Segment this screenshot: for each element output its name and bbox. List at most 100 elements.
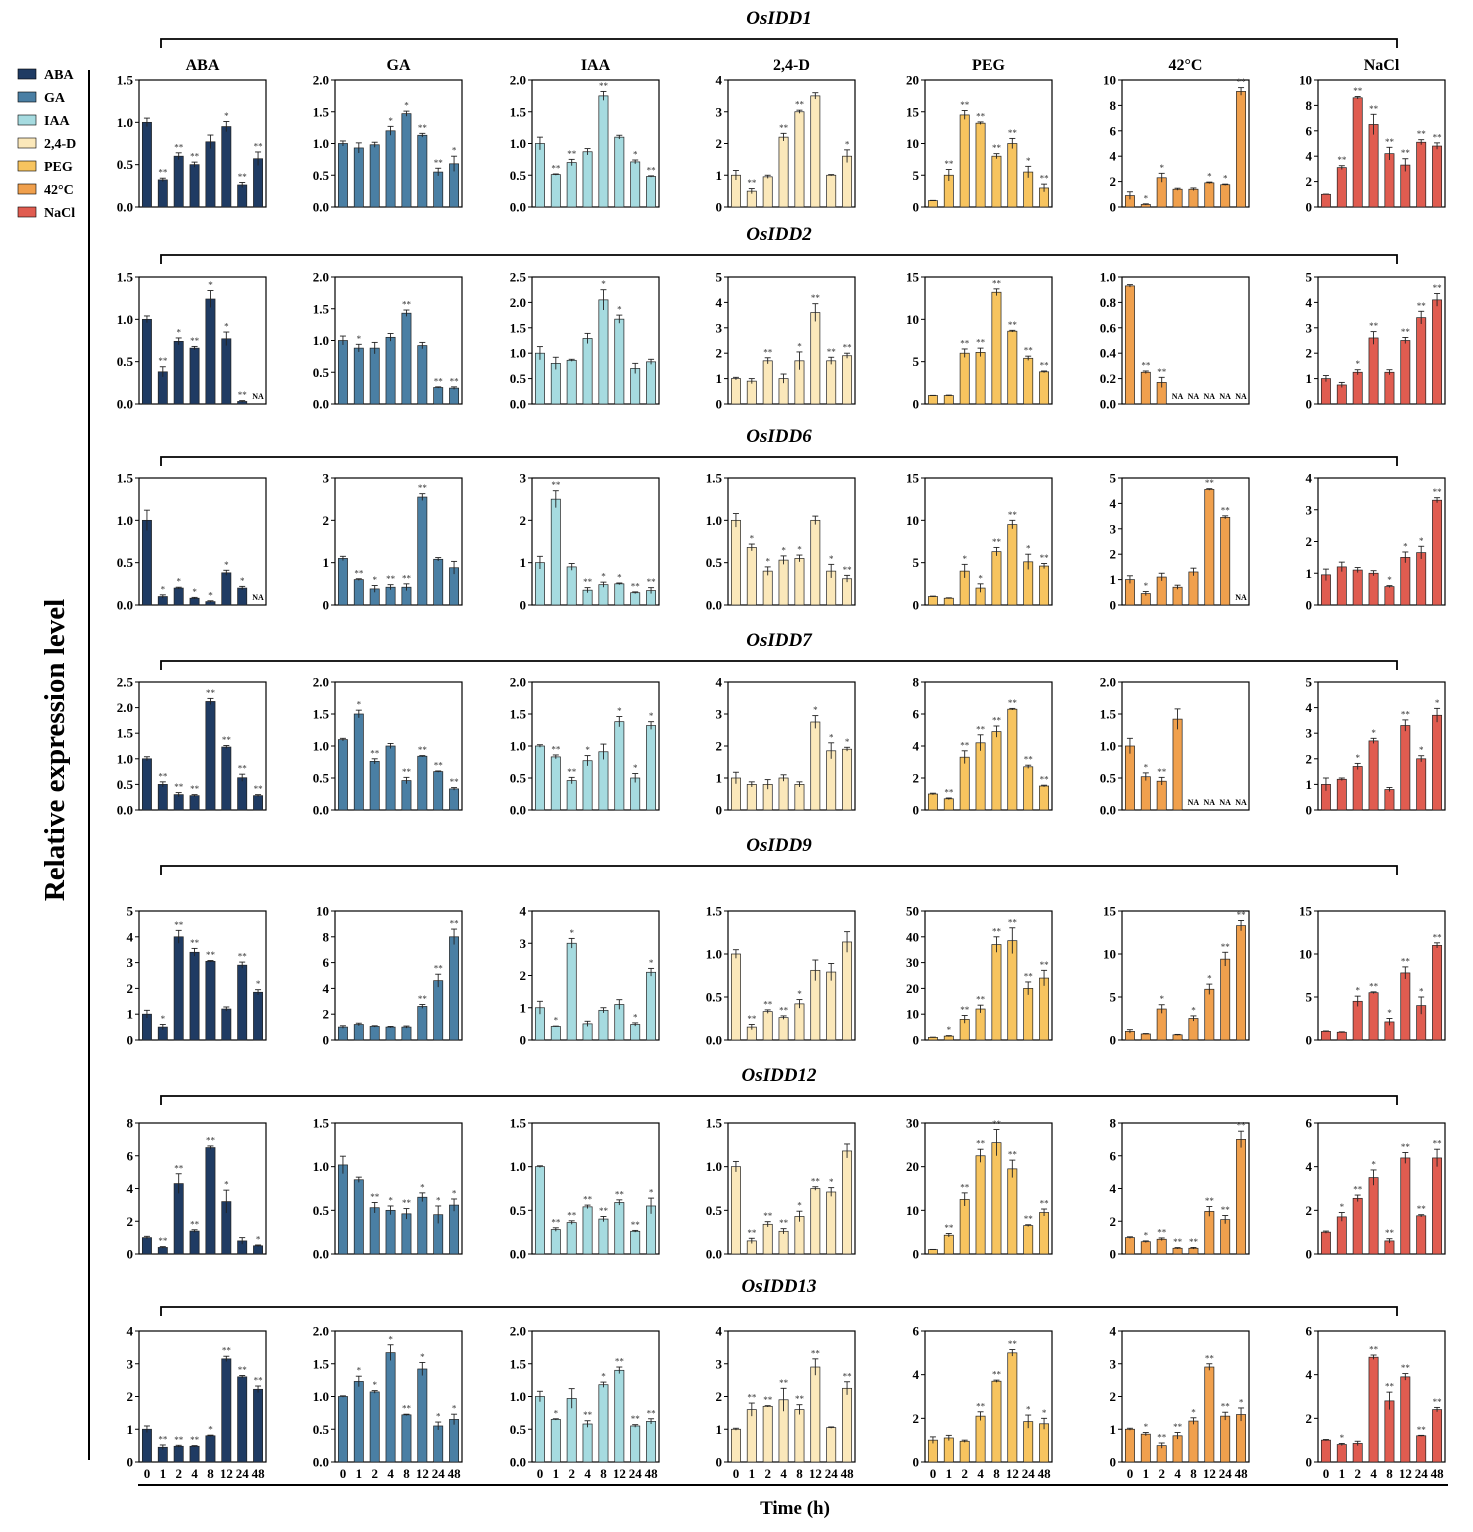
y-tick-label: 1.5	[510, 707, 527, 722]
x-tick-label: 0	[144, 1466, 151, 1481]
plot-frame	[1317, 910, 1446, 1041]
bar	[1368, 1177, 1379, 1255]
significance-mark: **	[976, 724, 986, 734]
significance-mark: **	[238, 390, 248, 400]
significance-mark: *	[420, 1182, 425, 1192]
bar	[762, 1405, 773, 1463]
bar	[433, 980, 444, 1041]
bar	[385, 586, 396, 606]
y-tick-label: 3	[1110, 1356, 1117, 1371]
bar	[1172, 1435, 1183, 1463]
bar	[959, 756, 970, 811]
bar	[842, 1150, 853, 1255]
bar	[141, 519, 152, 606]
y-tick-label: 1.5	[117, 471, 134, 486]
panel-osidd9-ga: 0 2 4 6 8 10 ** ** **	[316, 904, 463, 1048]
y-tick-label: 0.5	[706, 1203, 723, 1218]
bar	[1352, 97, 1363, 208]
significance-mark: **	[238, 172, 248, 182]
y-tick-label: 0.5	[117, 777, 134, 792]
y-tick-label: 4	[127, 1324, 134, 1339]
bar	[337, 558, 348, 606]
significance-mark: *	[649, 958, 654, 968]
bar	[1023, 1225, 1034, 1255]
bar	[1432, 714, 1443, 811]
bar	[991, 551, 1002, 606]
bar	[730, 1166, 741, 1255]
bar	[1124, 1237, 1135, 1255]
plot-frame	[334, 1122, 463, 1255]
y-tick-label: 0.5	[706, 555, 723, 570]
significance-mark: **	[1385, 137, 1395, 147]
bar	[534, 1166, 545, 1255]
bar	[991, 155, 1002, 208]
bar	[943, 597, 954, 606]
significance-mark: **	[647, 165, 657, 175]
bar	[598, 584, 609, 606]
significance-mark: *	[1144, 1230, 1149, 1240]
significance-mark: **	[238, 1365, 248, 1375]
significance-mark: **	[434, 158, 444, 168]
panel-osidd2-ga: 0.00.51.01.52.0***** **	[313, 270, 463, 412]
significance-mark: **	[1417, 129, 1427, 139]
y-tick-label: 2.5	[117, 675, 134, 690]
significance-mark: *	[585, 745, 590, 755]
y-tick-label: 0.4	[1100, 346, 1117, 361]
significance-mark: **	[370, 1192, 380, 1202]
bar	[1140, 1241, 1151, 1255]
y-tick-label: 0	[1110, 1455, 1117, 1470]
y-tick-label: 0	[127, 1033, 134, 1048]
significance-mark: **	[1141, 360, 1151, 370]
bar	[746, 547, 757, 606]
significance-mark: **	[1008, 917, 1018, 927]
significance-mark: **	[763, 999, 773, 1009]
significance-mark: **	[1008, 510, 1018, 520]
bar	[975, 1415, 986, 1463]
significance-mark: **	[551, 163, 561, 173]
significance-mark: *	[176, 327, 181, 337]
bar	[582, 151, 593, 208]
y-tick-label: 3	[127, 955, 134, 970]
bar	[646, 725, 657, 811]
significance-mark: **	[944, 788, 954, 798]
y-tick-label: 0.5	[313, 1203, 330, 1218]
significance-mark: **	[434, 964, 444, 974]
bar	[1320, 1439, 1331, 1463]
bar	[566, 780, 577, 811]
significance-mark: **	[1173, 1237, 1183, 1247]
bar	[141, 758, 152, 811]
plot-frame	[1317, 276, 1446, 405]
y-tick-label: 15	[1299, 904, 1313, 919]
y-tick-label: 2.0	[510, 1324, 526, 1339]
significance-mark: **	[1040, 174, 1050, 184]
plot-frame	[138, 477, 267, 606]
significance-mark: **	[158, 356, 168, 366]
x-tick-label: 1	[160, 1466, 167, 1481]
bar	[614, 721, 625, 811]
x-tick-label: 4	[977, 1466, 984, 1481]
bar	[598, 1384, 609, 1463]
significance-mark: *	[1144, 581, 1149, 591]
y-tick-label: 3	[323, 471, 330, 486]
panel-osidd13-ga: 0.00.51.01.52.0********0 1 2 4 8 12 24 48	[313, 1324, 463, 1481]
y-tick-label: 8	[1306, 98, 1313, 113]
bar	[975, 122, 986, 208]
bar	[433, 387, 444, 405]
significance-mark: **	[1008, 1150, 1018, 1160]
bar	[1432, 945, 1443, 1041]
y-tick-label: 3	[1306, 320, 1313, 335]
x-tick-label: 8	[1386, 1466, 1393, 1481]
significance-mark: **	[1221, 1205, 1231, 1215]
y-tick-label: 4	[716, 73, 723, 88]
significance-mark: **	[1040, 1199, 1050, 1209]
significance-mark: *	[554, 1016, 559, 1026]
bar	[630, 1230, 641, 1255]
significance-mark: *	[797, 341, 802, 351]
bar	[1336, 384, 1347, 405]
panel-osidd1-ga: GA0.00.51.01.52.0*******	[313, 57, 463, 215]
